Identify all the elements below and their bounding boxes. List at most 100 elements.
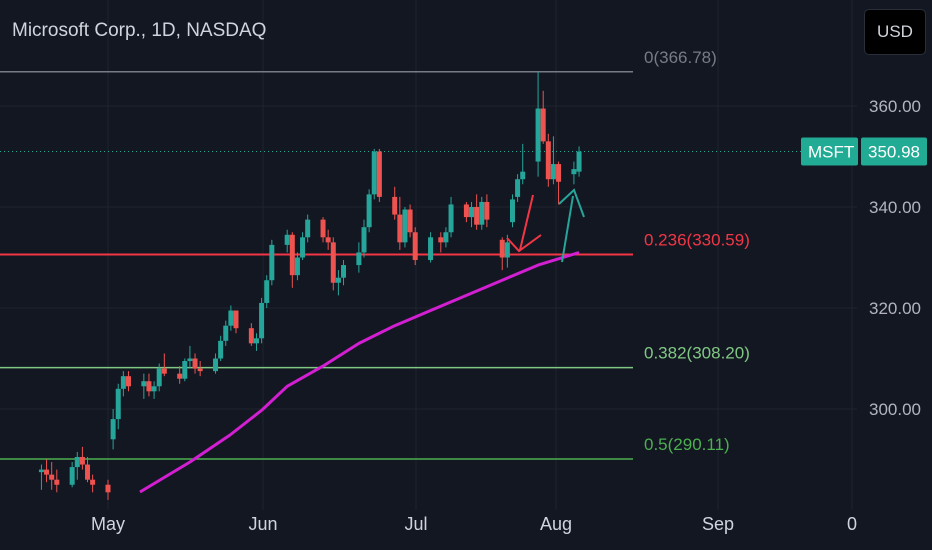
candle-body xyxy=(90,479,96,485)
candle-body xyxy=(253,338,259,344)
candle-body xyxy=(320,219,326,238)
candle-body xyxy=(469,207,475,218)
candle-body xyxy=(269,244,275,281)
chart-title: Microsoft Corp., 1D, NASDAQ xyxy=(12,20,267,41)
x-tick-label: Aug xyxy=(540,514,572,534)
down-arrow xyxy=(519,194,534,251)
candle-body xyxy=(125,376,131,387)
symbol-badge xyxy=(801,137,858,166)
candle-body xyxy=(397,214,403,243)
candle-body xyxy=(49,474,55,480)
x-tick-label: Jul xyxy=(404,514,427,534)
candle-body xyxy=(361,227,367,253)
candle-body xyxy=(479,201,485,225)
candle-body xyxy=(182,361,188,379)
candle-body xyxy=(105,484,111,493)
candle-body xyxy=(54,479,60,485)
candle-body xyxy=(484,201,490,220)
candle-body xyxy=(161,368,167,374)
candle-body xyxy=(151,386,157,392)
up-arrow xyxy=(561,195,574,263)
candle-body xyxy=(499,239,505,258)
candle-body xyxy=(545,141,551,180)
candle-body xyxy=(407,209,413,233)
moving-average-line xyxy=(139,251,580,494)
candle-body xyxy=(120,376,126,389)
candle-body xyxy=(74,456,80,468)
candle-body xyxy=(69,467,75,485)
candle-body xyxy=(289,234,295,276)
last-price-label: 350.98 xyxy=(868,143,920,162)
candle-body xyxy=(443,232,449,243)
candle-body xyxy=(218,340,224,359)
x-tick-label: Jun xyxy=(248,514,277,534)
moving-average xyxy=(139,251,580,494)
candle-body xyxy=(300,237,306,258)
candle-body xyxy=(146,381,152,392)
candle-body xyxy=(284,234,290,245)
fib-label: 0.382(308.20) xyxy=(644,344,750,363)
candle-body xyxy=(356,252,362,266)
candle-body xyxy=(402,209,408,243)
candle-body xyxy=(474,207,480,225)
candle-body xyxy=(392,196,398,215)
annotations xyxy=(506,188,585,263)
candle-body xyxy=(520,171,526,180)
last-price-badge xyxy=(861,137,927,166)
candle-body xyxy=(535,108,541,162)
candle-body xyxy=(228,310,234,326)
candle-body xyxy=(223,325,229,341)
candle-body xyxy=(571,169,577,175)
candle-body xyxy=(463,204,469,218)
fib-retracement: 0(366.78) 0.236(330.59) 0.382(308.20) 0.5(2… xyxy=(0,48,750,460)
y-tick-label: 320.00 xyxy=(869,299,921,318)
candle-body xyxy=(376,151,382,197)
candle-body xyxy=(509,199,515,223)
candle-body xyxy=(305,219,311,238)
candle-body xyxy=(259,302,265,339)
candle-body xyxy=(335,277,341,283)
candle-body xyxy=(213,358,219,372)
x-tick-label: May xyxy=(91,514,125,534)
candle-body xyxy=(110,419,116,440)
candle-body xyxy=(448,204,454,233)
candle-body xyxy=(177,373,183,379)
x-tick-label: Sep xyxy=(702,514,734,534)
fib-label: 0(366.78) xyxy=(644,48,717,67)
currency-button[interactable]: USD xyxy=(864,9,926,55)
candle-body xyxy=(576,151,582,172)
axes: 360.00 340.00 320.00 300.00 MSFT 350.98 May Jun… xyxy=(91,97,927,534)
candle-body xyxy=(197,368,203,372)
candle-body xyxy=(330,242,336,283)
candle-body xyxy=(38,469,44,473)
candle-body xyxy=(248,328,254,344)
candle-body xyxy=(556,164,562,182)
up-arrow-head xyxy=(558,188,585,218)
candle-body xyxy=(233,310,239,329)
symbol-label: MSFT xyxy=(808,143,854,162)
candle-body xyxy=(371,151,377,195)
candle-body xyxy=(44,469,50,475)
candle-body xyxy=(341,265,347,278)
candle-body xyxy=(156,368,162,387)
y-tick-label: 340.00 xyxy=(869,198,921,217)
candle-body xyxy=(85,464,91,480)
candle-body xyxy=(79,456,85,465)
candle-body xyxy=(550,164,556,180)
down-arrow-head xyxy=(506,234,542,253)
candle-body xyxy=(540,108,546,142)
candle-body xyxy=(504,242,510,258)
y-tick-label: 300.00 xyxy=(869,400,921,419)
candle-body xyxy=(264,280,270,303)
candle-body xyxy=(294,257,300,276)
candle-body xyxy=(141,381,147,387)
candle-body xyxy=(428,237,434,261)
fib-label: 0.236(330.59) xyxy=(644,231,750,250)
x-tick-label: 0 xyxy=(847,514,857,534)
candle-body xyxy=(412,232,418,261)
y-tick-label: 360.00 xyxy=(869,97,921,116)
candle-body xyxy=(438,237,444,243)
candle-body xyxy=(366,194,372,228)
fib-label: 0.5(290.11) xyxy=(644,435,730,454)
